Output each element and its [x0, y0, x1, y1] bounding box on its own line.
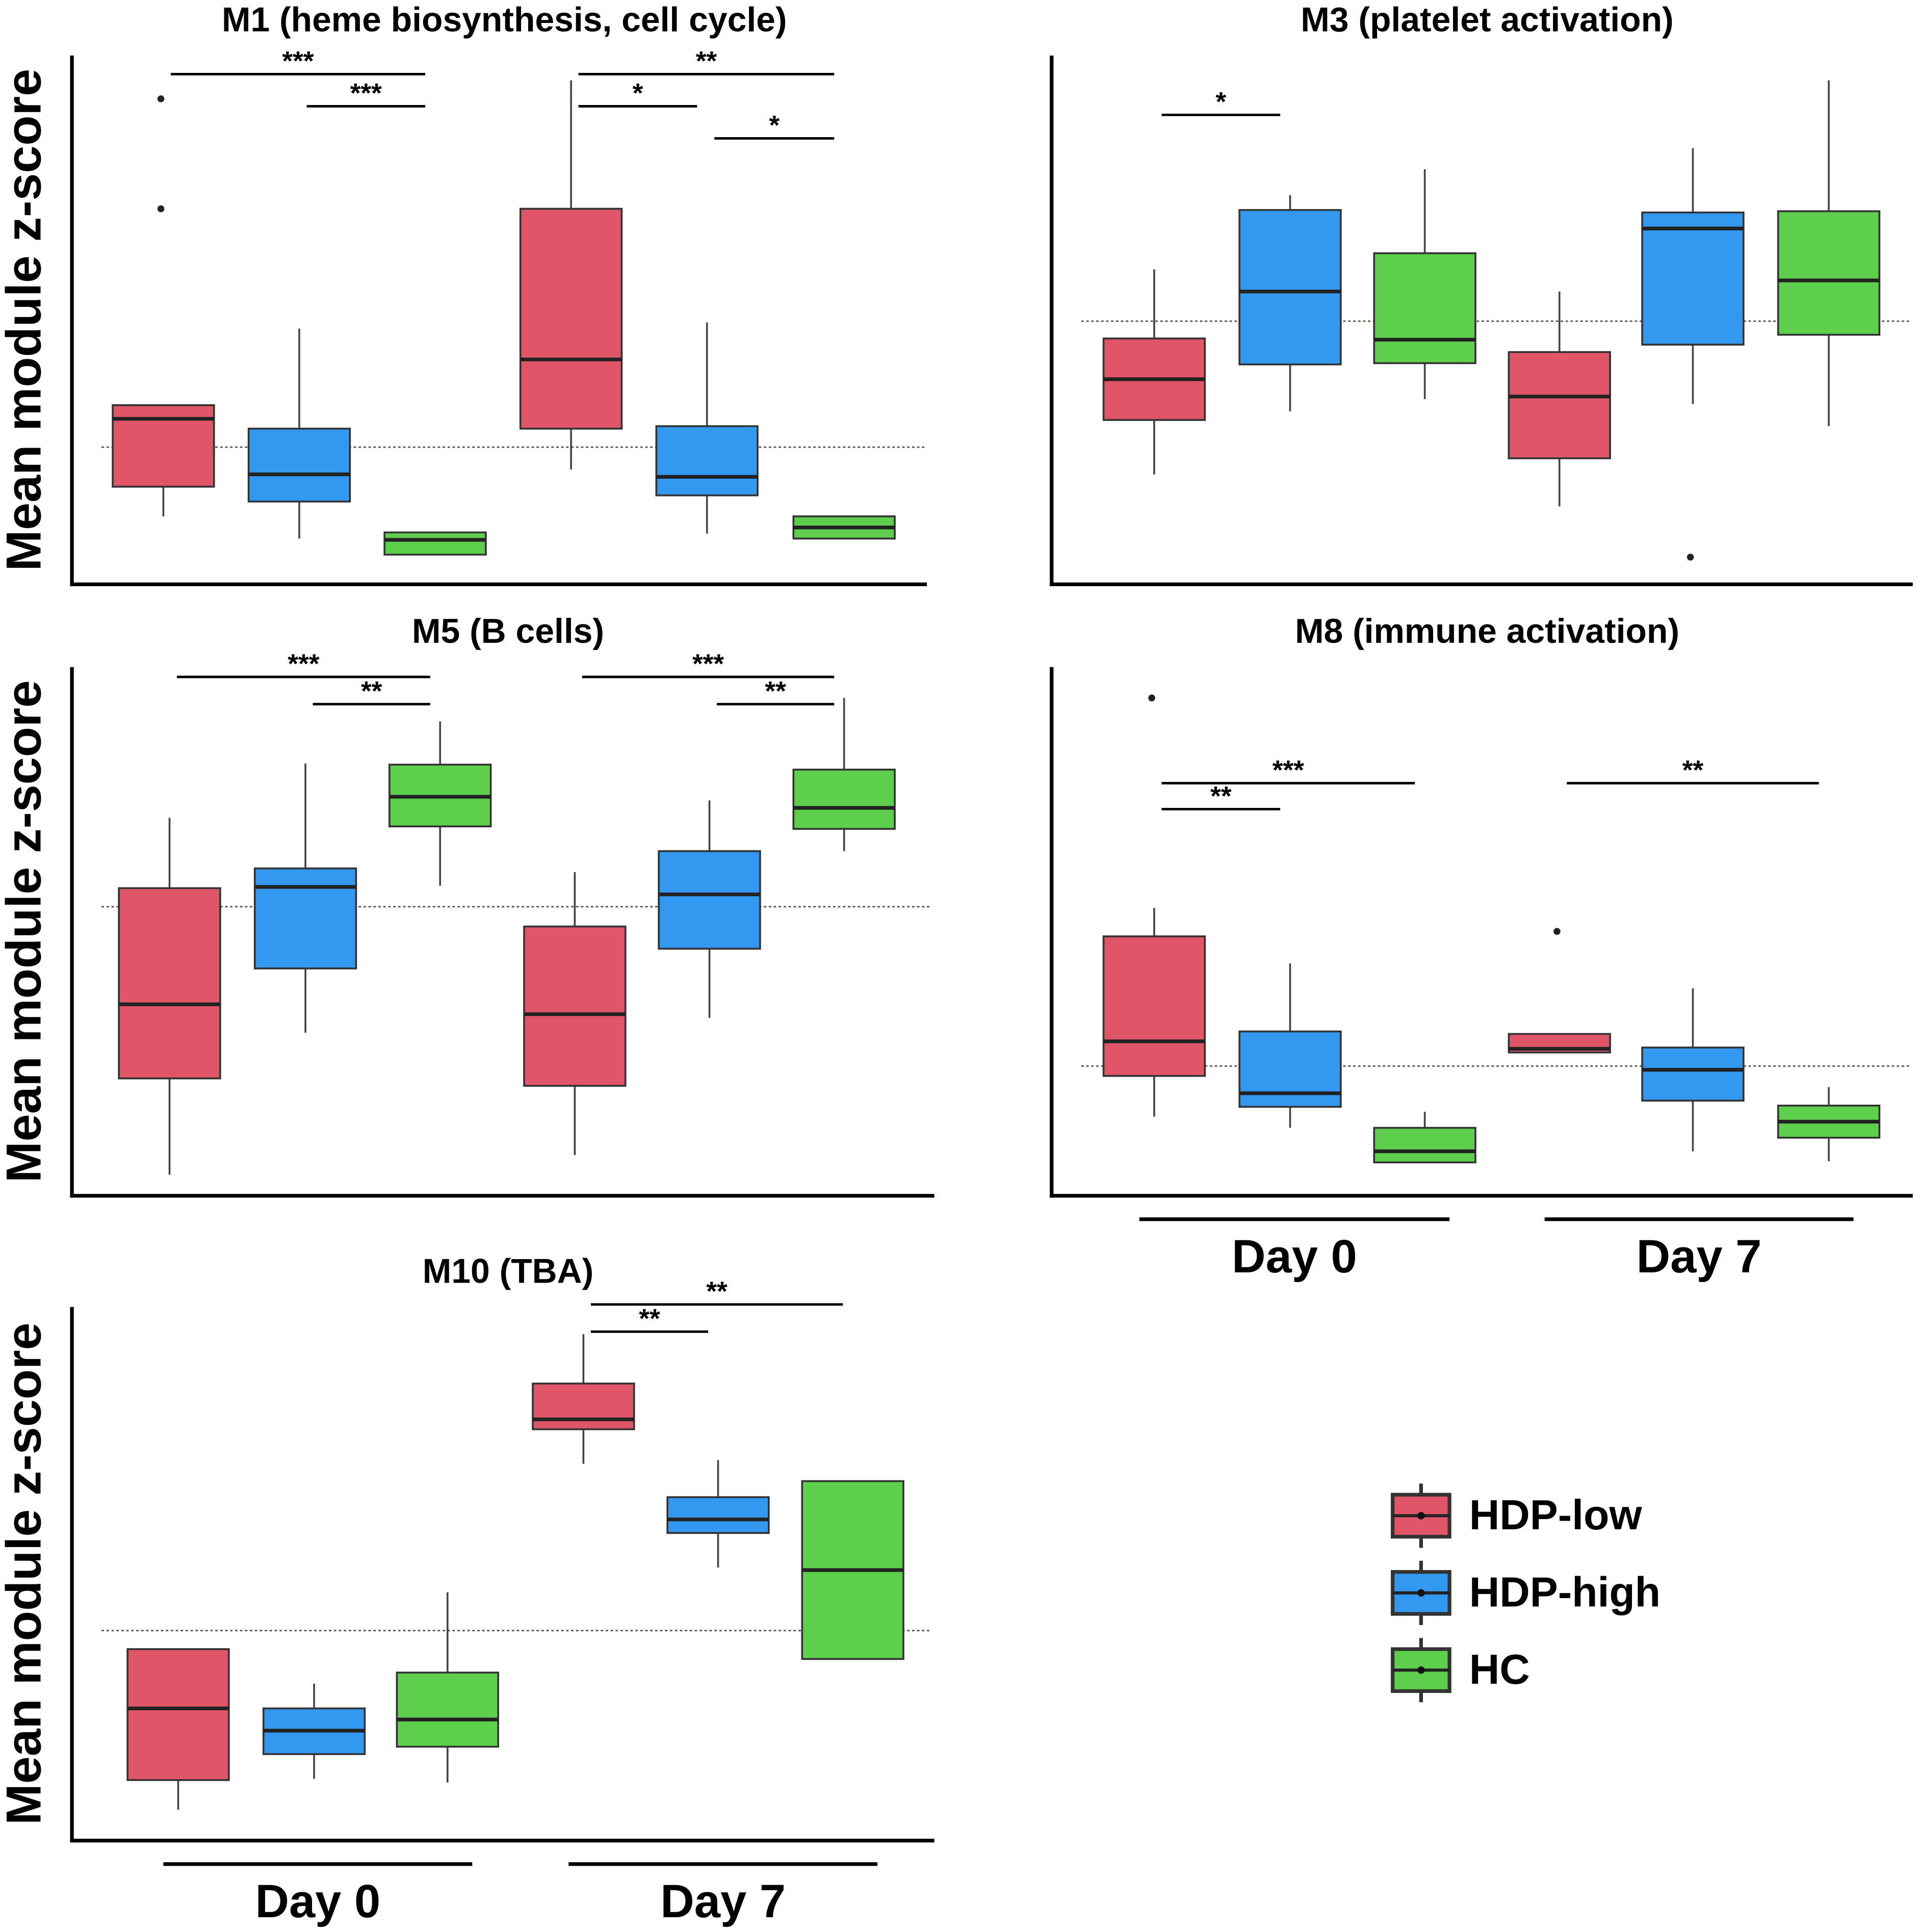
significance-label: ** [1682, 755, 1704, 786]
panel-title: M5 (B cells) [412, 612, 604, 650]
significance-label: ** [639, 1304, 660, 1334]
significance-label: ** [361, 676, 382, 707]
box [1373, 252, 1476, 364]
significance-label: * [633, 79, 643, 109]
box [655, 425, 759, 497]
box [1508, 351, 1611, 459]
x-tick-label: Day 7 [1637, 1230, 1762, 1283]
box [1102, 935, 1206, 1077]
box [532, 1382, 635, 1430]
legend-dot [1417, 1512, 1425, 1520]
box [1641, 1047, 1745, 1102]
significance-label: *** [288, 649, 319, 679]
significance-label: ** [765, 676, 786, 707]
panel-title: M1 (heme biosynthesis, cell cycle) [222, 1, 787, 39]
significance-label: ** [696, 46, 717, 76]
outlier [1148, 694, 1155, 701]
box [519, 207, 623, 430]
significance-label: * [1215, 87, 1226, 117]
legend-label: HC [1469, 1646, 1530, 1693]
x-tick-label: Day 7 [660, 1875, 786, 1927]
legend-label: HDP-low [1469, 1492, 1643, 1538]
box [1641, 211, 1745, 346]
box [1373, 1127, 1476, 1164]
outlier [157, 205, 165, 213]
significance-label: ** [1210, 781, 1232, 812]
legend-dot [1417, 1666, 1425, 1674]
significance-label: *** [692, 649, 724, 679]
y-axis-label: Mean module z-score [0, 1322, 51, 1825]
significance-label: *** [282, 46, 314, 76]
y-axis-label: Mean module z-score [0, 69, 51, 571]
outlier [1553, 928, 1561, 935]
box [658, 850, 761, 950]
significance-label: ** [706, 1276, 728, 1307]
box [253, 867, 357, 970]
outlier [1687, 554, 1694, 561]
box [1238, 1030, 1342, 1108]
box [247, 428, 351, 503]
box [396, 1672, 499, 1748]
significance-label: *** [350, 79, 382, 109]
box [792, 768, 896, 830]
legend-label: HDP-high [1469, 1569, 1661, 1615]
legend-dot [1417, 1589, 1425, 1597]
box [126, 1648, 230, 1781]
panel-title: M3 (platelet activation) [1301, 1, 1673, 39]
significance-label: * [769, 111, 780, 141]
box [523, 925, 627, 1087]
box [1777, 210, 1881, 336]
x-tick-label: Day 0 [255, 1875, 380, 1927]
box [666, 1496, 770, 1534]
box [383, 531, 487, 556]
outlier [157, 95, 165, 102]
box [118, 887, 221, 1080]
panel-title: M8 (immune activation) [1295, 612, 1679, 650]
y-axis-label: Mean module z-score [0, 680, 51, 1183]
x-tick-label: Day 0 [1232, 1230, 1357, 1283]
panel-title: M10 (TBA) [423, 1252, 593, 1290]
significance-label: *** [1273, 755, 1304, 786]
box [1238, 209, 1342, 365]
